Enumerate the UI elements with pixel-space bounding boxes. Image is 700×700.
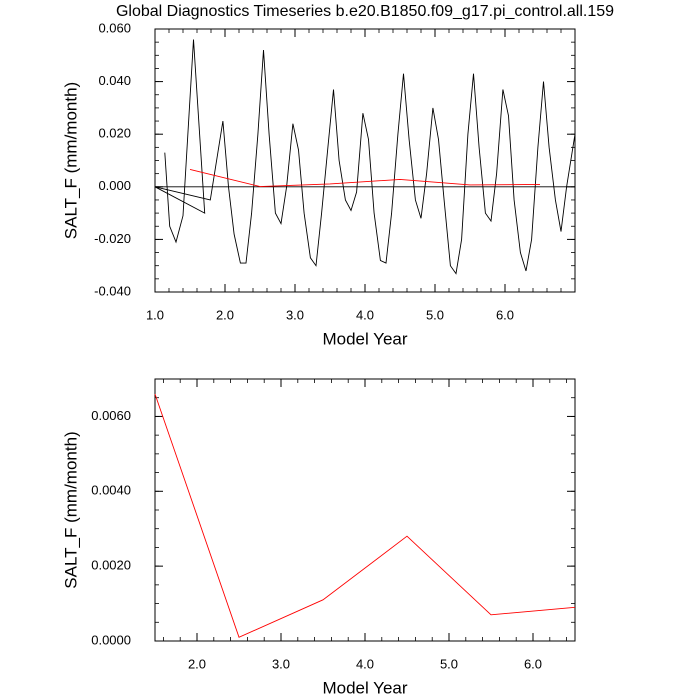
y-axis-label: SALT_F (mm/month) <box>61 82 80 239</box>
y-tick-label: 0.040 <box>98 73 131 88</box>
y-tick-label: 0.0040 <box>91 483 131 498</box>
x-tick-label: 1.0 <box>146 307 164 322</box>
x-tick-label: 4.0 <box>356 307 374 322</box>
x-axis-label: Model Year <box>322 678 407 697</box>
x-tick-label: 4.0 <box>356 656 374 671</box>
y-tick-label: 0.060 <box>98 20 131 35</box>
x-tick-label: 5.0 <box>426 307 444 322</box>
x-tick-label: 5.0 <box>440 656 458 671</box>
y-tick-label: 0.0000 <box>91 632 131 647</box>
y-tick-label: 0.0060 <box>91 408 131 423</box>
x-axis-label: Model Year <box>322 329 407 348</box>
y-tick-label: -0.020 <box>94 231 131 246</box>
plot-frame <box>154 378 576 642</box>
data-line <box>189 169 541 187</box>
data-line <box>154 39 576 275</box>
x-tick-label: 2.0 <box>188 656 206 671</box>
chart-title: Global Diagnostics Timeseries b.e20.B185… <box>116 3 614 20</box>
x-tick-label: 6.0 <box>524 656 542 671</box>
plot-frame <box>154 28 576 293</box>
y-tick-label: 0.000 <box>98 178 131 193</box>
x-tick-label: 6.0 <box>496 307 514 322</box>
y-axis-label: SALT_F (mm/month) <box>61 431 80 588</box>
y-tick-label: 0.0020 <box>91 558 131 573</box>
x-tick-label: 3.0 <box>286 307 304 322</box>
data-line <box>154 393 576 638</box>
y-tick-label: -0.040 <box>94 283 131 298</box>
x-tick-label: 2.0 <box>216 307 234 322</box>
x-tick-label: 3.0 <box>272 656 290 671</box>
y-tick-label: 0.020 <box>98 126 131 141</box>
